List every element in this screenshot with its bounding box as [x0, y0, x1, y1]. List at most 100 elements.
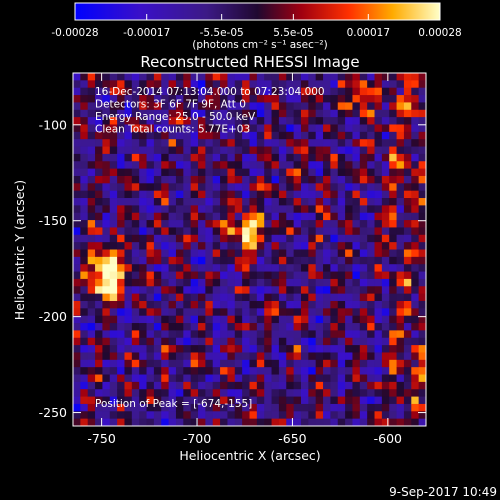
heatmap-cell — [146, 345, 155, 353]
heatmap-cell — [256, 80, 265, 89]
heatmap-cell — [389, 403, 397, 412]
heatmap-cell — [102, 418, 111, 426]
heatmap-cell — [271, 220, 280, 228]
heatmap-cell — [73, 73, 81, 81]
heatmap-cell — [168, 234, 177, 243]
heatmap-cell — [109, 183, 118, 192]
heatmap-cell — [109, 308, 118, 317]
heatmap-cell — [330, 278, 339, 287]
heatmap-cell — [175, 411, 184, 420]
heatmap-cell — [168, 323, 177, 331]
heatmap-cell — [278, 396, 287, 405]
heatmap-cell — [293, 249, 302, 258]
heatmap-cell — [168, 95, 177, 103]
heatmap-cell — [168, 308, 177, 317]
heatmap-cell — [227, 403, 236, 412]
heatmap-cell — [396, 131, 405, 140]
heatmap-cell — [323, 418, 331, 426]
heatmap-cell — [183, 323, 192, 331]
heatmap-cell — [139, 220, 147, 228]
heatmap-cell — [117, 190, 125, 199]
heatmap-cell — [190, 168, 199, 177]
heatmap-cell — [102, 381, 111, 390]
heatmap-cell — [109, 293, 118, 302]
heatmap-cell — [168, 212, 177, 221]
heatmap-cell — [352, 411, 361, 420]
heatmap-cell — [227, 418, 236, 426]
heatmap-cell — [117, 153, 125, 162]
heatmap-cell — [131, 352, 140, 361]
heatmap-cell — [168, 293, 177, 302]
heatmap-cell — [330, 220, 339, 228]
heatmap-cell — [411, 80, 420, 89]
heatmap-cell — [124, 396, 133, 405]
heatmap-cell — [330, 337, 339, 346]
heatmap-cell — [153, 73, 162, 81]
heatmap-cell — [212, 352, 221, 361]
heatmap-cell — [374, 293, 383, 302]
heatmap-cell — [227, 352, 236, 361]
heatmap-cell — [198, 315, 206, 324]
heatmap-cell — [131, 139, 140, 147]
heatmap-cell — [168, 411, 177, 420]
heatmap-cell — [220, 153, 228, 162]
heatmap-cell — [227, 73, 236, 81]
heatmap-cell — [95, 95, 103, 103]
heatmap-cell — [300, 183, 309, 192]
heatmap-cell — [359, 161, 368, 170]
heatmap-cell — [286, 80, 295, 89]
heatmap-cell — [102, 146, 111, 155]
heatmap-cell — [367, 337, 375, 346]
heatmap-cell — [300, 403, 309, 412]
heatmap-cell — [367, 286, 375, 295]
heatmap-cell — [109, 359, 118, 368]
heatmap-cell — [389, 286, 397, 295]
heatmap-cell — [374, 381, 383, 390]
heatmap-cell — [80, 359, 89, 368]
heatmap-cell — [278, 345, 287, 353]
heatmap-cell — [117, 403, 125, 412]
heatmap-cell — [183, 131, 192, 140]
heatmap-cell — [293, 168, 302, 177]
heatmap-cell — [87, 403, 96, 412]
heatmap-cell — [411, 73, 420, 81]
heatmap-cell — [403, 396, 412, 405]
heatmap-cell — [190, 256, 199, 265]
heatmap-cell — [323, 234, 331, 243]
heatmap-cell — [131, 198, 140, 206]
heatmap-cell — [73, 308, 81, 317]
heatmap-cell — [205, 73, 214, 81]
heatmap-cell — [256, 337, 265, 346]
heatmap-cell — [389, 315, 397, 324]
heatmap-cell — [117, 396, 125, 405]
heatmap-cell — [359, 418, 368, 426]
heatmap-cell — [212, 337, 221, 346]
heatmap-cell — [374, 124, 383, 133]
heatmap-cell — [293, 153, 302, 162]
heatmap-cell — [220, 315, 228, 324]
heatmap-cell — [242, 300, 250, 309]
heatmap-cell — [271, 102, 280, 111]
heatmap-cell — [95, 139, 103, 147]
heatmap-cell — [337, 323, 346, 331]
heatmap-cell — [396, 300, 405, 309]
heatmap-cell — [308, 227, 317, 236]
heatmap-cell — [352, 117, 361, 125]
heatmap-cell — [249, 131, 258, 140]
annotation-line: Clean Total counts: 5.77E+03 — [95, 124, 250, 136]
heatmap-cell — [278, 87, 287, 96]
heatmap-cell — [264, 73, 272, 81]
heatmap-cell — [389, 153, 397, 162]
heatmap-cell — [315, 300, 324, 309]
heatmap-cell — [95, 146, 103, 155]
heatmap-cell — [337, 161, 346, 170]
heatmap-cell — [315, 205, 324, 214]
heatmap-cell — [403, 256, 412, 265]
heatmap-cell — [359, 367, 368, 375]
heatmap-cell — [95, 278, 103, 287]
heatmap-cell — [359, 146, 368, 155]
heatmap-cell — [271, 212, 280, 221]
heatmap-cell — [220, 131, 228, 140]
heatmap-cell — [80, 396, 89, 405]
heatmap-cell — [139, 293, 147, 302]
